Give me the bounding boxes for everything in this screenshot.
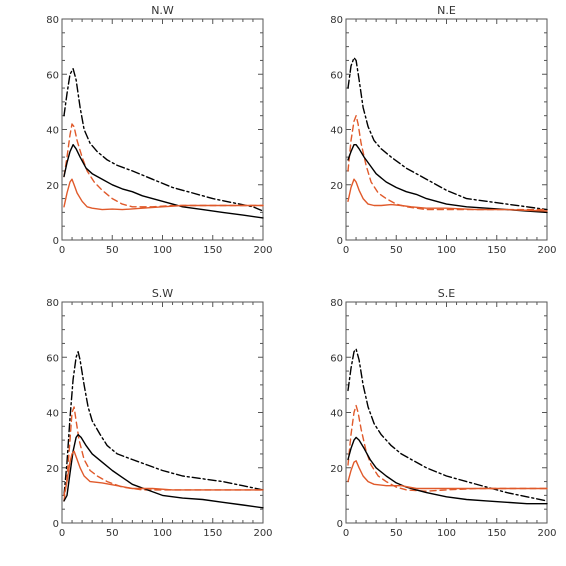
x-tick-label: 200 xyxy=(253,245,272,256)
x-tick-label: 100 xyxy=(437,245,456,256)
panel-se: S.E 0 50 100 150 200 0 20 40 60 80 xyxy=(330,287,556,539)
y-tick-label: 40 xyxy=(46,409,59,420)
x-tick-label: 50 xyxy=(390,528,403,539)
y-tick-label: 80 xyxy=(330,15,343,26)
x-tick-label: 100 xyxy=(437,528,456,539)
y-tick-label: 60 xyxy=(46,353,59,364)
x-tick-label: 100 xyxy=(153,245,172,256)
series-line-solid xyxy=(63,433,264,509)
series-line-solid xyxy=(63,178,264,211)
x-tick-label: 200 xyxy=(253,528,272,539)
series-line-dashdot xyxy=(347,348,548,502)
panel-title: S.E xyxy=(438,287,455,300)
panel-title: S.W xyxy=(152,287,173,300)
series-line-solid xyxy=(347,460,548,490)
series-line-solid xyxy=(347,144,548,214)
series-line-dashed xyxy=(347,404,548,492)
panel-ne: N.E 0 50 100 150 200 0 20 40 60 80 xyxy=(330,4,556,256)
x-tick-label: 0 xyxy=(59,528,65,539)
y-tick-label: 40 xyxy=(330,409,343,420)
x-tick-label: 150 xyxy=(203,528,222,539)
y-tick-label: 0 xyxy=(53,236,59,247)
y-tick-label: 40 xyxy=(46,126,59,137)
panel-nw: N.W 0 50 100 150 200 0 20 40 60 80 xyxy=(46,4,272,256)
y-tick-label: 60 xyxy=(330,70,343,81)
series-line-solid xyxy=(63,450,264,497)
y-tick-label: 0 xyxy=(337,236,343,247)
y-tick-label: 80 xyxy=(46,15,59,26)
series-line-dashed xyxy=(63,123,264,208)
y-tick-label: 20 xyxy=(46,181,59,192)
y-tick-label: 80 xyxy=(330,298,343,309)
series-line-solid xyxy=(63,144,264,219)
x-tick-label: 200 xyxy=(537,528,556,539)
y-tick-label: 60 xyxy=(330,353,343,364)
y-tick-label: 20 xyxy=(330,464,343,475)
y-tick-label: 0 xyxy=(337,519,343,530)
y-tick-label: 80 xyxy=(46,298,59,309)
y-tick-label: 60 xyxy=(46,70,59,81)
x-tick-label: 0 xyxy=(59,245,65,256)
x-tick-label: 150 xyxy=(203,245,222,256)
panel-title: N.W xyxy=(151,4,174,17)
series-line-dashdot xyxy=(63,351,264,497)
x-tick-label: 0 xyxy=(343,528,349,539)
x-tick-label: 50 xyxy=(390,245,403,256)
y-tick-label: 0 xyxy=(53,519,59,530)
y-tick-label: 40 xyxy=(330,126,343,137)
plot-frame xyxy=(345,18,548,241)
x-tick-label: 50 xyxy=(106,245,119,256)
x-tick-label: 100 xyxy=(153,528,172,539)
series-line-dashed xyxy=(347,115,548,211)
y-tick-label: 20 xyxy=(330,181,343,192)
y-tick-label: 20 xyxy=(46,464,59,475)
series-line-solid xyxy=(347,178,548,212)
series-line-solid xyxy=(347,436,548,505)
series-line-dashdot xyxy=(347,57,548,211)
x-tick-label: 150 xyxy=(487,245,506,256)
x-tick-label: 200 xyxy=(537,245,556,256)
series-line-dashdot xyxy=(63,68,264,212)
x-tick-label: 0 xyxy=(343,245,349,256)
panel-sw: S.W 0 50 100 150 200 0 20 40 60 80 xyxy=(46,287,272,539)
x-tick-label: 50 xyxy=(106,528,119,539)
series-line-dashed xyxy=(63,406,264,502)
panel-title: N.E xyxy=(437,4,456,17)
x-tick-label: 150 xyxy=(487,528,506,539)
